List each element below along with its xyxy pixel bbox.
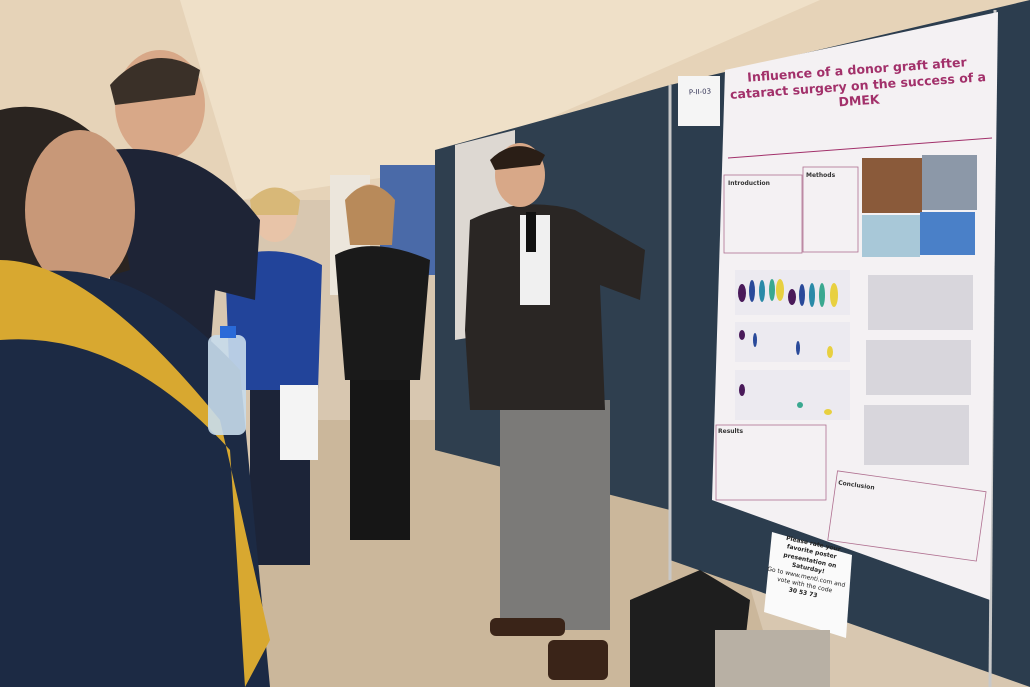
back-wall <box>180 0 820 200</box>
results-box <box>715 424 827 501</box>
poster-tables <box>864 275 973 465</box>
poster-section-results: Results <box>718 428 744 435</box>
intro-box <box>723 174 803 254</box>
bags-on-floor <box>630 570 830 687</box>
eye-photo <box>922 155 977 210</box>
presenter <box>465 143 645 680</box>
eye-photo <box>920 212 975 255</box>
eye-photo <box>862 158 922 213</box>
violin-plots <box>735 270 850 420</box>
poster-section-methods: Methods <box>806 172 836 179</box>
poster-section-introduction: Introduction <box>728 180 770 187</box>
poster-title-rule <box>727 137 993 159</box>
methods-box <box>802 166 859 253</box>
rating-sign <box>764 532 852 638</box>
conclusion-box <box>827 470 987 562</box>
attendee-woman-foreground <box>0 106 270 687</box>
board-label-card <box>678 76 720 126</box>
eye-photo <box>862 215 920 257</box>
attendee-woman-black <box>335 184 430 540</box>
